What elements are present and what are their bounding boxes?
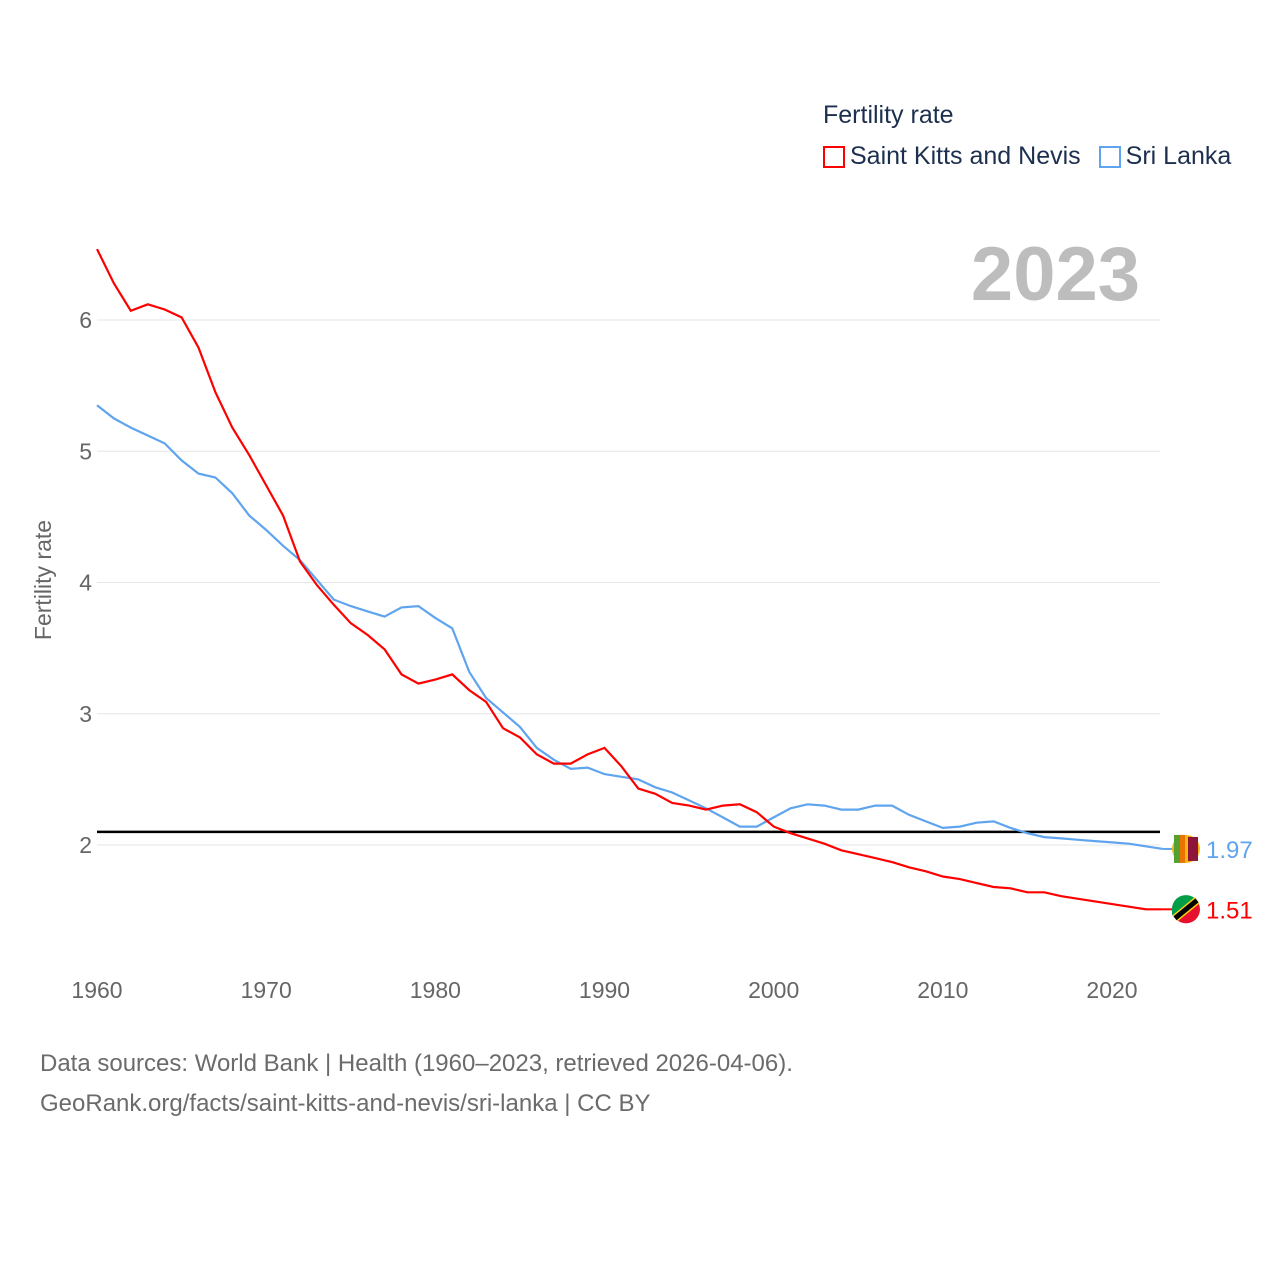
flag-green	[1171, 895, 1196, 916]
x-tick-label: 1960	[71, 977, 122, 1003]
y-tick-label: 2	[79, 832, 92, 858]
end-value-label: 1.51	[1206, 897, 1253, 924]
flag-stripe	[1174, 834, 1180, 863]
legend-label: Saint Kitts and Nevis	[850, 142, 1081, 170]
x-tick-label: 1970	[241, 977, 292, 1003]
year-label: 2023	[971, 232, 1140, 317]
series-line-saint-kitts	[96, 248, 1163, 911]
y-tick-label: 3	[79, 701, 92, 727]
legend-item-sri-lanka[interactable]: Sri Lanka	[1098, 142, 1232, 171]
end-value-label: 1.97	[1206, 837, 1253, 864]
x-tick-label: 2010	[917, 977, 968, 1003]
y-tick-label: 4	[79, 570, 92, 596]
y-axis-label: Fertility rate	[30, 520, 56, 640]
legend-swatch	[823, 145, 845, 168]
x-tick-label: 2020	[1086, 977, 1137, 1003]
footer: Data sources: World Bank | Health (1960–…	[40, 1044, 793, 1124]
source-url[interactable]: GeoRank.org/facts/saint-kitts-and-nevis/…	[40, 1090, 651, 1117]
series-line-sri-lanka	[96, 404, 1163, 850]
flag-band	[1173, 898, 1199, 921]
legend-swatch	[1098, 145, 1121, 168]
legend-item-saint-kitts[interactable]: Saint Kitts and Nevis	[823, 142, 1081, 171]
x-tick-label: 1980	[410, 977, 461, 1003]
flag-field	[1188, 836, 1198, 861]
x-tick-label: 1990	[579, 977, 630, 1003]
legend-label: Sri Lanka	[1125, 142, 1232, 170]
y-tick-label: 6	[79, 307, 92, 333]
legend: Saint Kitts and Nevis Sri Lanka	[823, 142, 1231, 171]
flag-stripe	[1180, 834, 1185, 863]
y-tick-label: 5	[79, 438, 92, 464]
legend-title: Fertility rate	[823, 101, 954, 129]
data-sources: Data sources: World Bank | Health (1960–…	[40, 1050, 793, 1077]
x-tick-label: 2000	[748, 977, 799, 1003]
